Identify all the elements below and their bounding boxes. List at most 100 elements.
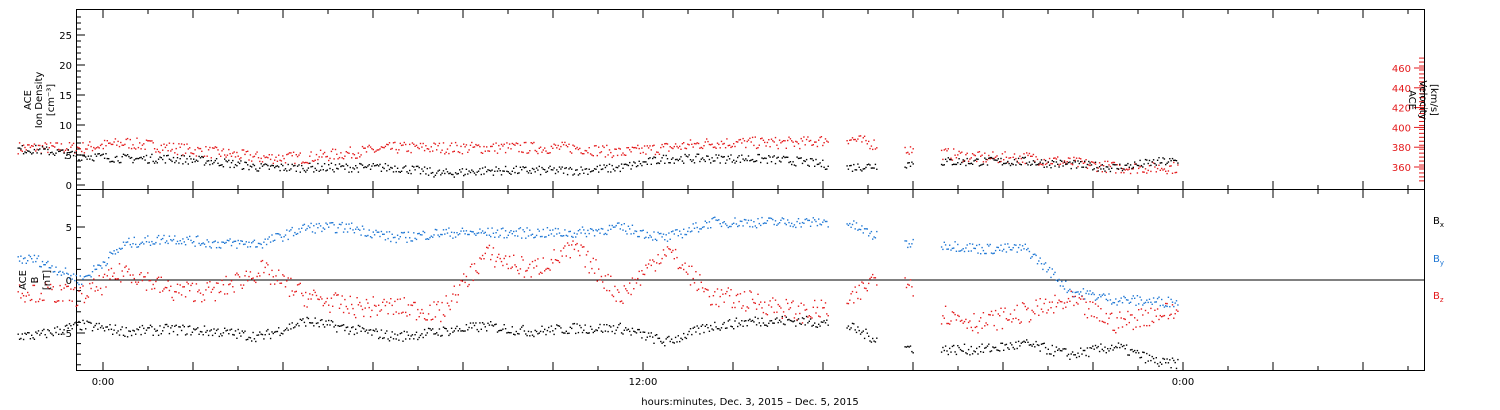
density-series-point bbox=[187, 163, 189, 165]
velocity-series-point bbox=[807, 136, 809, 138]
bx-series-point bbox=[303, 321, 306, 324]
bx-series-point bbox=[596, 329, 598, 332]
bz-series-point bbox=[1074, 295, 1076, 298]
by-series-point bbox=[958, 250, 960, 252]
density-series-point bbox=[966, 157, 968, 160]
bx-series-point bbox=[515, 330, 517, 333]
density-series-point bbox=[309, 162, 311, 164]
bx-series-point bbox=[502, 328, 504, 330]
bx-series-point bbox=[588, 332, 590, 334]
velocity-series-point bbox=[649, 145, 651, 147]
bx-series-point bbox=[1013, 348, 1016, 350]
by-series-point bbox=[1148, 298, 1151, 300]
velocity-series-point bbox=[676, 145, 678, 148]
bx-series-point bbox=[782, 323, 785, 325]
density-series-point bbox=[973, 160, 975, 162]
bz-series-point bbox=[1007, 319, 1009, 321]
density-series-point bbox=[375, 164, 377, 167]
bx-series-point bbox=[388, 340, 391, 342]
bx-series-point bbox=[469, 322, 472, 324]
density-series-point bbox=[230, 162, 233, 164]
bz-series-point bbox=[807, 316, 809, 318]
velocity-series-point bbox=[394, 141, 396, 144]
by-series-point bbox=[372, 231, 374, 233]
bx-series-point bbox=[656, 334, 658, 336]
by-series-point bbox=[376, 231, 378, 233]
by-series-point bbox=[506, 236, 508, 239]
by-series-point bbox=[1111, 303, 1113, 305]
density-series-point bbox=[384, 163, 387, 165]
density-series-point bbox=[32, 152, 34, 154]
by-series-point bbox=[392, 236, 395, 239]
bx-series-point bbox=[276, 330, 279, 333]
bx-series-point bbox=[90, 322, 92, 324]
bx-series-point bbox=[1032, 343, 1035, 345]
velocity-series-point bbox=[263, 155, 265, 157]
density-series-point bbox=[1125, 164, 1128, 166]
bx-series-point bbox=[202, 334, 204, 336]
bx-series-point bbox=[568, 332, 570, 334]
by-series-point bbox=[670, 231, 673, 233]
by-series-point bbox=[795, 226, 797, 229]
velocity-series-point bbox=[245, 151, 247, 153]
bx-series-point bbox=[1031, 345, 1033, 347]
by-series-point bbox=[298, 228, 300, 230]
velocity-series-point bbox=[410, 151, 412, 154]
by-series-point bbox=[942, 248, 944, 251]
density-series-point bbox=[862, 168, 864, 170]
density-series-point bbox=[419, 173, 422, 175]
density-series-point bbox=[72, 154, 75, 157]
bz-series-point bbox=[301, 292, 303, 295]
bz-series-point bbox=[56, 300, 59, 302]
density-series-point bbox=[463, 174, 465, 177]
bx-series-point bbox=[780, 321, 782, 323]
bx-series-point bbox=[421, 333, 423, 335]
bx-series-point bbox=[846, 327, 848, 329]
density-series-point bbox=[558, 166, 561, 168]
velocity-series-point bbox=[989, 158, 991, 160]
bx-series-point bbox=[1150, 359, 1152, 362]
bx-series-point bbox=[500, 329, 503, 332]
density-series-point bbox=[527, 172, 530, 174]
density-series-point bbox=[469, 171, 472, 174]
by-series-point bbox=[22, 257, 25, 260]
density-series-point bbox=[269, 165, 272, 167]
bx-series-point bbox=[1020, 342, 1022, 344]
bz-series-point bbox=[197, 291, 199, 293]
bz-series-point bbox=[63, 287, 65, 289]
by-series-point bbox=[333, 224, 335, 226]
velocity-series-point bbox=[291, 155, 293, 157]
bx-series-point bbox=[683, 332, 685, 335]
density-series-point bbox=[59, 150, 61, 152]
by-series-point bbox=[24, 257, 26, 259]
velocity-series-point bbox=[626, 147, 628, 149]
by-series-point bbox=[444, 233, 446, 235]
bz-series-point bbox=[353, 314, 356, 316]
velocity-series-point bbox=[1062, 162, 1064, 164]
density-series-point bbox=[472, 170, 474, 173]
by-series-point bbox=[607, 229, 609, 232]
velocity-series-point bbox=[271, 154, 273, 156]
by-series-point bbox=[634, 230, 636, 232]
bx-series-point bbox=[963, 343, 966, 345]
by-series-point bbox=[645, 236, 647, 238]
bz-series-point bbox=[341, 295, 343, 297]
density-series-point bbox=[442, 170, 445, 172]
by-series-point bbox=[1028, 250, 1031, 253]
velocity-series-point bbox=[164, 146, 167, 149]
density-series-point bbox=[743, 159, 746, 162]
bz-series-point bbox=[974, 326, 976, 329]
density-series-point bbox=[1078, 162, 1080, 165]
density-series-point bbox=[51, 151, 53, 153]
bx-series-point bbox=[1043, 342, 1045, 344]
density-series-point bbox=[421, 168, 423, 170]
by-series-point bbox=[143, 243, 145, 245]
by-series-point bbox=[18, 260, 21, 262]
bx-series-point bbox=[731, 326, 733, 328]
density-series-point bbox=[747, 155, 750, 157]
by-series-point bbox=[294, 231, 296, 234]
by-series-point bbox=[390, 240, 392, 243]
bz-series-point bbox=[765, 313, 767, 315]
bz-series-point bbox=[149, 279, 152, 282]
velocity-series-point bbox=[41, 145, 44, 147]
